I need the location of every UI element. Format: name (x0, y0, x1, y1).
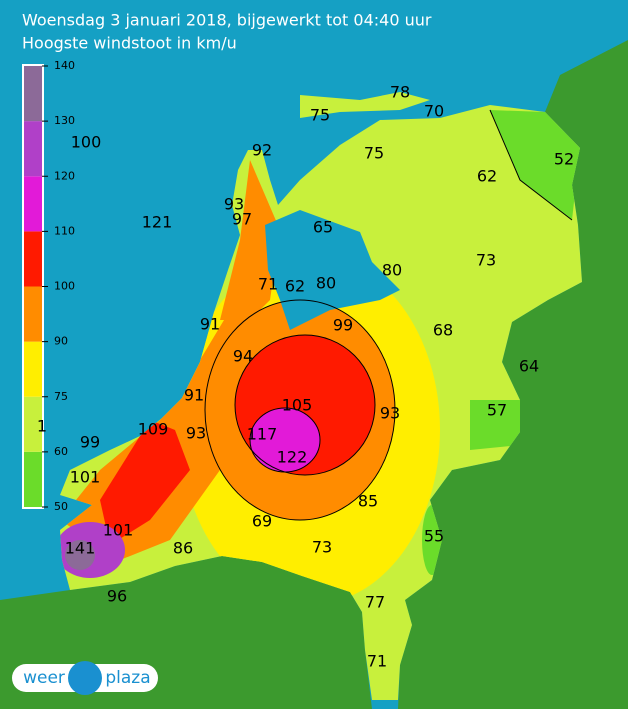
station-value: 68 (433, 321, 453, 340)
station-value: 80 (382, 261, 402, 280)
station-value: 85 (358, 492, 378, 511)
station-value: 75 (310, 106, 330, 125)
legend-tick-label: 60 (54, 445, 68, 458)
logo: weer plaza (12, 661, 158, 695)
title: Woensdag 3 januari 2018, bijgewerkt tot … (22, 11, 432, 30)
station-value: 55 (424, 527, 444, 546)
legend-band (24, 451, 42, 507)
legend-tick-label: 50 (54, 500, 68, 513)
station-value: 70 (424, 102, 444, 121)
station-value: 64 (519, 357, 539, 376)
station-value: 94 (233, 347, 253, 366)
station-value: 1 (37, 417, 47, 436)
legend-band (24, 176, 42, 232)
legend-tick-label: 100 (54, 280, 75, 293)
logo-right: plaza (105, 668, 150, 688)
station-value: 92 (252, 141, 272, 160)
station-value: 52 (554, 150, 574, 169)
station-value: 62 (477, 167, 497, 186)
station-value: 80 (316, 274, 336, 293)
legend-band (24, 341, 42, 397)
legend-tick-label: 120 (54, 169, 75, 182)
station-value: 77 (365, 593, 385, 612)
contours (204, 109, 573, 521)
station-value: 65 (313, 218, 333, 237)
legend-tick-label: 75 (54, 390, 68, 403)
legend: 50 60 75 90 100 110 120 130 140 (22, 59, 75, 513)
station-value: 75 (364, 144, 384, 163)
legend-tick-label: 140 (54, 59, 75, 72)
legend-band (24, 396, 42, 452)
station-value: 93 (186, 424, 206, 443)
station-value: 109 (138, 420, 169, 439)
station-value: 101 (103, 521, 134, 540)
legend-band (24, 66, 42, 122)
station-value: 121 (142, 213, 173, 232)
subtitle: Hoogste windstoot in km/u (22, 34, 237, 53)
station-value: 91 (200, 315, 220, 334)
station-value: 122 (277, 448, 308, 467)
station-value: 86 (173, 539, 193, 558)
legend-band (24, 231, 42, 287)
station-value: 96 (107, 587, 127, 606)
station-value: 141 (65, 539, 96, 558)
station-value: 73 (312, 538, 332, 557)
station-value: 78 (390, 83, 410, 102)
station-value: 100 (71, 133, 102, 152)
legend-tick-label: 90 (54, 335, 68, 348)
station-value: 57 (487, 401, 507, 420)
station-value: 105 (282, 396, 313, 415)
germany (398, 40, 628, 709)
station-value: 91 (184, 386, 204, 405)
station-value: 69 (252, 512, 272, 531)
legend-band (24, 121, 42, 177)
logo-left: weer (23, 668, 65, 688)
station-value: 99 (333, 316, 353, 335)
station-value: 99 (80, 433, 100, 452)
station-value: 101 (70, 468, 101, 487)
station-value: 117 (247, 425, 278, 444)
station-value: 93 (224, 195, 244, 214)
legend-tick-label: 110 (54, 224, 75, 237)
station-value: 93 (380, 404, 400, 423)
station-value: 97 (232, 210, 252, 229)
station-value: 62 (285, 277, 305, 296)
station-value: 71 (367, 652, 387, 671)
legend-tick-label: 130 (54, 114, 75, 127)
station-value: 73 (476, 251, 496, 270)
station-value: 71 (258, 275, 278, 294)
wadden-islands (300, 92, 430, 118)
legend-band (24, 286, 42, 342)
